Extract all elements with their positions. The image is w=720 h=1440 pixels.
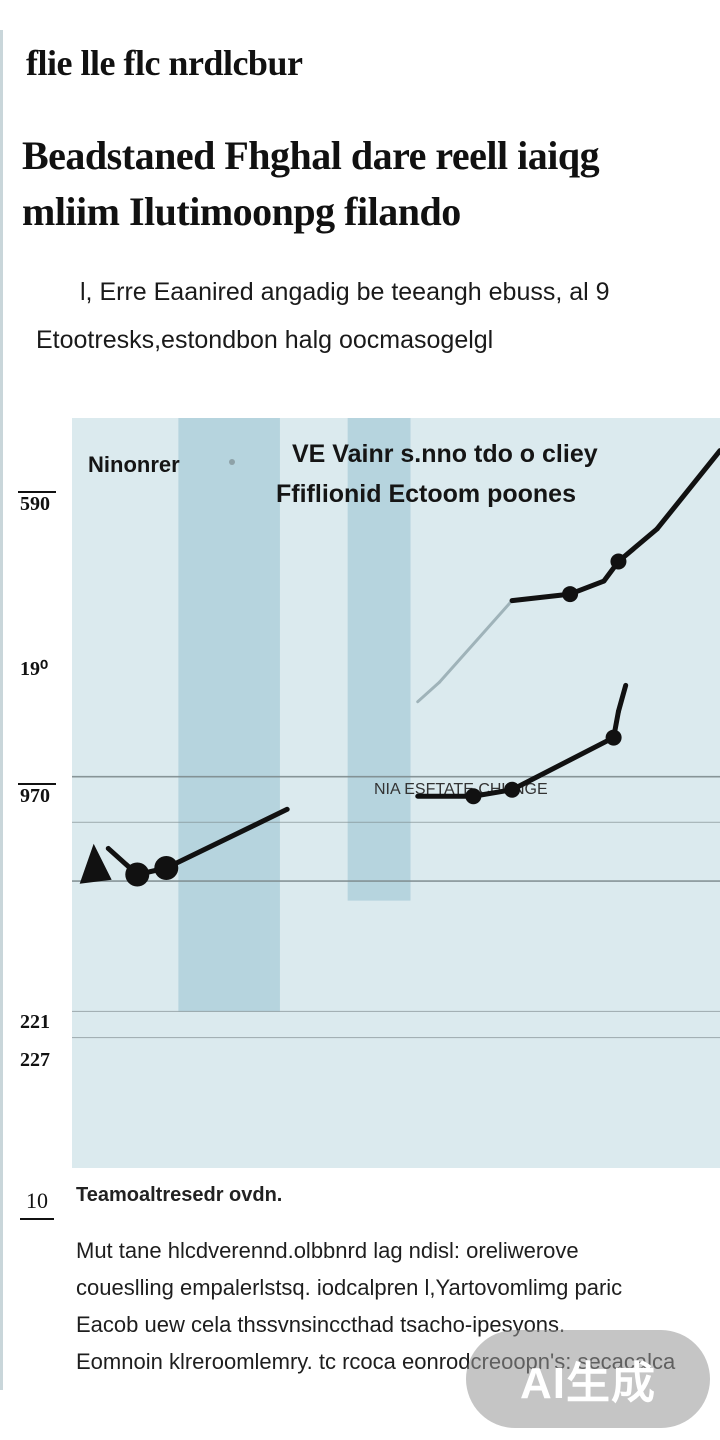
legend-entry-3: Ffiflionid Ectoom poones — [276, 480, 576, 508]
deck-line-1: l, Erre Eaanired angadig be teeangh ebus… — [80, 278, 610, 306]
footer-line-1: Mut tane hlcdverennd.olbbnrd lag ndisl: … — [76, 1238, 579, 1263]
series-2-segment-2 — [438, 599, 514, 684]
series-3-point-3 — [605, 729, 622, 746]
ai-generated-watermark: AI生成 — [466, 1330, 710, 1428]
legend-entry-2: VE Vainr s.nno tdo o cliey — [292, 440, 598, 468]
series-3-segment-5 — [615, 682, 629, 714]
deck-line-2: Etootresks,estondbon halg oocmasogelgl — [36, 326, 494, 354]
series-1-start-marker — [79, 843, 112, 884]
series-2-segment-7 — [654, 448, 720, 532]
y-tick-label-3: 970 — [20, 785, 50, 807]
series-1-point-2 — [154, 856, 179, 880]
shaded-band-1 — [178, 418, 280, 1012]
y-tick-label-5: 227 — [20, 1049, 50, 1071]
series-2-point-2 — [610, 553, 627, 570]
y-tick-label-4: 221 — [20, 1011, 50, 1033]
series-1-segment-3 — [163, 806, 290, 871]
legend-entry-1: Ninonrer — [88, 452, 180, 477]
series-2-segment-3 — [509, 591, 573, 604]
headline-line-2: mliim Ilutimoonpg filando — [22, 189, 461, 234]
series-1-point-1 — [125, 862, 150, 887]
series-3-point-2 — [504, 781, 521, 798]
series-2-segment-1 — [416, 680, 442, 704]
footer-line-3: Eacob uew cela thssvnsinccthad tsacho-ip… — [76, 1312, 566, 1337]
shaded-band-2 — [347, 418, 411, 901]
series-3-point-1 — [465, 788, 482, 805]
left-margin-rule — [0, 30, 3, 1390]
headline-line-1: Beadstaned Fhghal dare reell iaiqg — [22, 133, 600, 178]
series-2-segment-6 — [615, 526, 660, 564]
chart-svg: 590 19⁰ 970 221 227 Ninonrer VE Vainr s.nno td… — [18, 418, 720, 1168]
source-line: Teamoaltresedr ovdn. — [76, 1184, 283, 1206]
legend-dot — [229, 459, 235, 465]
annotation-label: NIA ESFTATE CHUNGE — [374, 781, 548, 798]
series-2-point-1 — [562, 586, 579, 603]
deck-text: l, Erre Eaanired angadig be teeangh ebus… — [36, 268, 706, 364]
y-tick-label-1: 590 — [20, 493, 50, 515]
series-3-segment-3 — [509, 735, 617, 793]
footer-line-2: coueslling empalerlstsq. iodcalpren l,Ya… — [76, 1275, 623, 1300]
footer-tick-label: 10 — [20, 1188, 54, 1220]
kicker-title: flie lle flc nrdlcbur — [26, 43, 303, 83]
y-tick-label-2: 19⁰ — [20, 658, 48, 680]
line-chart: 590 19⁰ 970 221 227 Ninonrer VE Vainr s.nno td… — [0, 410, 720, 1180]
headline: Beadstaned Fhghal dare reell iaiqg mliim… — [22, 128, 702, 240]
